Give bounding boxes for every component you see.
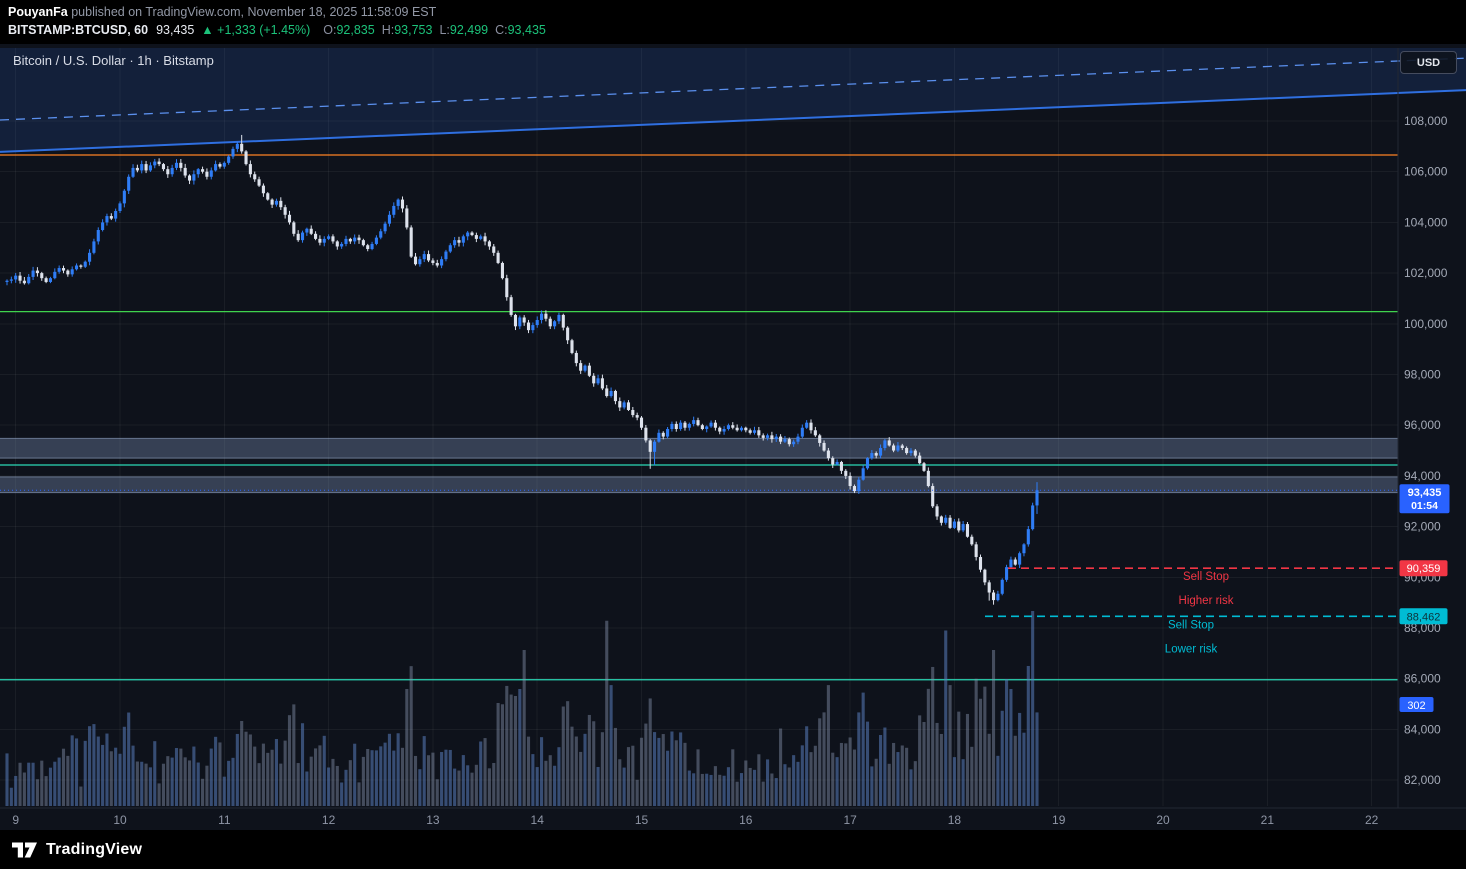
price-tick-label: 100,000 xyxy=(1404,317,1448,331)
time-tick-label: 19 xyxy=(1052,813,1066,827)
price-tick-label: 104,000 xyxy=(1404,215,1448,229)
price-tick-label: 106,000 xyxy=(1404,165,1448,179)
time-tick-label: 14 xyxy=(531,813,545,827)
grid xyxy=(0,48,1398,806)
ascending-channel-drawing[interactable] xyxy=(0,44,1466,153)
svg-text:90,359: 90,359 xyxy=(1407,563,1441,575)
sell-stop-label: Lower risk xyxy=(1165,643,1218,655)
last-price: 93,435 xyxy=(156,23,195,37)
time-tick-label: 13 xyxy=(426,813,440,827)
author-name: PouyanFa xyxy=(8,5,68,19)
volume-bars xyxy=(5,611,1039,806)
svg-text:88,462: 88,462 xyxy=(1407,611,1441,623)
svg-text:01:54: 01:54 xyxy=(1411,500,1438,512)
sell-stop-higher-risk[interactable]: Sell Stop Higher risk xyxy=(1008,567,1398,607)
time-tick-label: 9 xyxy=(12,813,19,827)
ohlc-open: O:92,835 xyxy=(323,23,375,37)
price-tick-label: 108,000 xyxy=(1404,114,1448,128)
price-tick-label: 92,000 xyxy=(1404,520,1441,534)
price-tick-label: 96,000 xyxy=(1404,418,1441,432)
sell-stop-higher-badge: 90,359 xyxy=(1399,560,1448,577)
time-tick-label: 16 xyxy=(739,813,753,827)
svg-text:93,435: 93,435 xyxy=(1408,487,1442,499)
price-tick-label: 102,000 xyxy=(1404,266,1448,280)
time-tick-label: 15 xyxy=(635,813,649,827)
horizontal-zone-bands[interactable] xyxy=(0,437,1398,494)
svg-text:302: 302 xyxy=(1407,700,1425,712)
time-tick-label: 12 xyxy=(322,813,336,827)
price-chart-canvas[interactable]: Sell Stop Higher risk Sell Stop Lower risk 1… xyxy=(0,44,1466,830)
time-tick-label: 11 xyxy=(218,813,231,827)
sell-stop-lower-badge: 88,462 xyxy=(1399,608,1448,625)
ohlc-high: H:93,753 xyxy=(381,23,433,37)
time-tick-label: 18 xyxy=(948,813,962,827)
price-tick-label: 82,000 xyxy=(1404,773,1441,787)
time-axis[interactable]: 9 10 11 12 13 14 15 16 17 18 19 20 21 22 xyxy=(0,807,1466,827)
price-tick-label: 84,000 xyxy=(1404,722,1441,736)
sell-stop-label: Higher risk xyxy=(1179,595,1234,607)
footer-bar: TradingView xyxy=(0,830,1466,869)
price-tick-label: 86,000 xyxy=(1404,672,1441,686)
candlesticks xyxy=(5,134,1039,605)
ohlc-low: L:92,499 xyxy=(439,23,489,37)
price-axis[interactable]: 108,000 106,000 104,000 102,000 100,000 98,00… xyxy=(1397,48,1448,808)
chart-area[interactable]: Bitcoin / U.S. Dollar · 1h · Bitstamp US… xyxy=(0,44,1466,830)
publish-header: PouyanFa published on TradingView.com, N… xyxy=(0,0,1466,44)
time-tick-label: 21 xyxy=(1261,813,1275,827)
symbol-ohlc-bar: BITSTAMP:BTCUSD, 60 93,435 ▲ +1,333 (+1.… xyxy=(8,21,1466,39)
price-change: ▲ +1,333 (+1.45%) xyxy=(201,23,311,37)
volume-badge: 302 xyxy=(1399,697,1434,712)
currency-usd-button[interactable]: USD xyxy=(1400,51,1457,74)
time-tick-label: 22 xyxy=(1365,813,1379,827)
publish-bar: PouyanFa published on TradingView.com, N… xyxy=(8,4,1466,20)
tradingview-brand-text[interactable]: TradingView xyxy=(46,840,143,858)
price-tick-label: 88,000 xyxy=(1404,621,1441,635)
tradingview-logo-icon[interactable] xyxy=(12,840,38,860)
ohlc-close: C:93,435 xyxy=(495,23,546,37)
sell-stop-label: Sell Stop xyxy=(1183,571,1229,583)
time-tick-label: 10 xyxy=(113,813,127,827)
symbol-name[interactable]: BITSTAMP:BTCUSD, 60 xyxy=(8,23,149,37)
price-tick-label: 98,000 xyxy=(1404,368,1441,382)
publish-text: published on TradingView.com, November 1… xyxy=(67,5,437,19)
chart-pane-title[interactable]: Bitcoin / U.S. Dollar · 1h · Bitstamp xyxy=(13,53,214,68)
time-tick-label: 17 xyxy=(843,813,857,827)
price-tick-label: 94,000 xyxy=(1404,469,1441,483)
time-tick-label: 20 xyxy=(1156,813,1170,827)
sell-stop-label: Sell Stop xyxy=(1168,619,1214,631)
sell-stop-lower-risk[interactable]: Sell Stop Lower risk xyxy=(985,615,1398,655)
